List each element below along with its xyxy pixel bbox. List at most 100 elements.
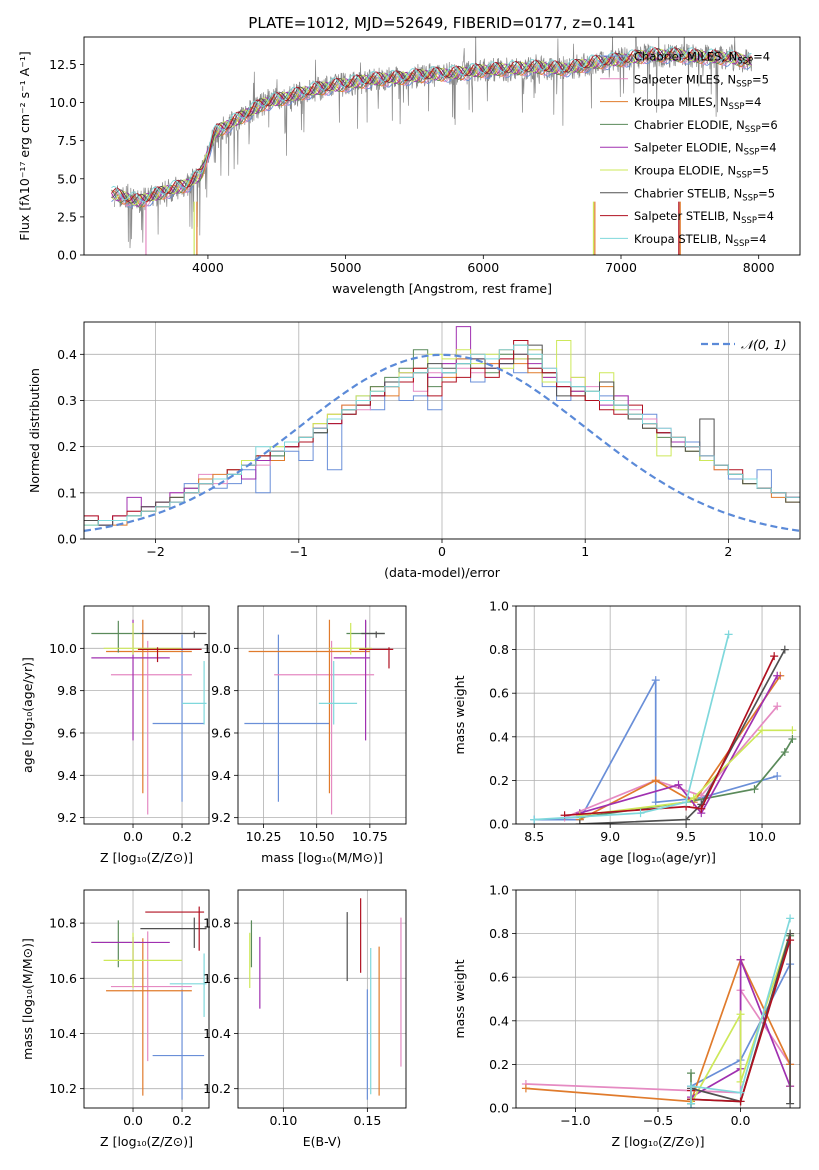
x-tick-label: 0.15: [353, 1113, 381, 1128]
errorbar-salpeter-elodie: [91, 619, 170, 741]
weight-marker: [773, 772, 782, 781]
model-spectrum-chabrier-stelib: [111, 48, 752, 204]
y-tick-label: 10.0: [203, 641, 231, 656]
errorbar-kroupa-stelib: [169, 953, 207, 1017]
x-tick-label: −1.0: [560, 1113, 590, 1128]
legend-entry-salpeter-stelib: Salpeter STELIB, NSSP=4: [634, 209, 774, 226]
legend-label: Salpeter MILES, N: [634, 72, 736, 86]
weight-marker: [736, 1097, 745, 1106]
mass_vs_z-axes-frame: [83, 889, 210, 1109]
errorbar-chabrier-miles: [244, 634, 330, 802]
weight-marker: [530, 815, 539, 824]
x-tick-label: 1: [581, 544, 589, 559]
x-tick-label: 0.2: [172, 829, 192, 844]
weight-line: [579, 649, 786, 824]
weight-marker: [773, 702, 782, 711]
legend-suffix: =4: [744, 95, 761, 109]
weight_vs_z-axes-frame: [515, 889, 801, 1109]
age_vs_mass-panel: 10.25 10.50 10.75 9.2 9.4 9.6 9.8 10.0 mass [log…: [203, 605, 407, 865]
y-tick-label: 9.6: [211, 725, 231, 740]
weight_vs_age-panel: 8.5 9.0 9.5 10.0 0.0 0.2 0.4 0.6 0.8 1.0 age [log₁…: [452, 599, 801, 865]
legend-suffix: =4: [753, 50, 770, 64]
legend-label: Chabrier STELIB, N: [634, 186, 742, 200]
x-tick-label: 0.0: [123, 1113, 143, 1128]
histogram-chabrier-miles: [84, 358, 800, 539]
x-axis-label: Z [log₁₀(Z/Z⊙)]: [100, 1134, 193, 1149]
legend-label: Kroupa ELODIE, N: [634, 164, 736, 178]
x-tick-label: 4000: [192, 260, 224, 275]
weight-marker: [687, 1099, 696, 1108]
weight-marker: [575, 820, 584, 824]
errorbar-salpeter-miles: [110, 931, 192, 1062]
histogram-chabrier-stelib: [84, 344, 800, 539]
x-axis-label: E(B-V): [303, 1134, 342, 1149]
x-tick-label: 7000: [605, 260, 637, 275]
spectrum-plot-area: [111, 37, 753, 255]
y-tick-label: 1.0: [489, 599, 509, 614]
x-tick-label: −1: [290, 544, 308, 559]
weight-marker: [736, 1010, 745, 1019]
x-axis-label: age [log₁₀(age/yr)]: [600, 850, 716, 865]
x-tick-label: 2: [724, 544, 732, 559]
errorbar-kroupa-elodie: [103, 622, 183, 655]
errorbar-kroupa-elodie: [103, 932, 183, 988]
y-tick-label: 9.2: [57, 810, 77, 825]
legend-entry-chabrier-stelib: Chabrier STELIB, NSSP=5: [634, 186, 775, 203]
legend-subscript: SSP: [742, 193, 758, 203]
errorbar-chabrier-miles: [152, 634, 205, 802]
x-tick-label: 8.5: [524, 829, 544, 844]
y-tick-label: 0.3: [57, 393, 77, 408]
legend-suffix: =4: [760, 141, 777, 155]
model-spectrum-salpeter-miles: [111, 51, 752, 207]
weight_vs_z-plot-area: [516, 890, 800, 1108]
errorbar-kroupa-miles: [248, 619, 370, 794]
weight-marker: [786, 914, 795, 923]
weight-marker: [682, 798, 691, 807]
normal-curve: [84, 353, 800, 532]
errorbar-salpeter-elodie: [333, 619, 370, 741]
weight_vs_z-panel: −1.0 −0.5 0.0 0.0 0.2 0.4 0.6 0.8 1.0 Z [log₁₀(Z/…: [452, 883, 801, 1149]
weight-marker: [770, 652, 779, 661]
legend-suffix: =5: [758, 186, 775, 200]
legend-suffix: =5: [752, 72, 769, 86]
mass_vs_z-panel: 0.0 0.2 10.2 10.4 10.6 10.8 Z [log₁₀(Z/Z⊙)] mas…: [20, 889, 210, 1149]
weight-series-kroupa-stelib: [687, 914, 795, 1108]
errorbar-salpeter-miles: [110, 640, 192, 815]
y-tick-label: 12.5: [49, 57, 77, 72]
errorbar-salpeter-stelib: [137, 647, 202, 663]
legend-subscript: SSP: [744, 148, 760, 158]
x-tick-label: 0.10: [269, 1113, 297, 1128]
x-tick-label: 5000: [330, 260, 362, 275]
y-tick-label: 10.6: [203, 971, 231, 986]
y-tick-label: 0.4: [489, 1013, 509, 1028]
legend-entry-chabrier-miles: Chabrier MILES, NSSP=4: [634, 50, 770, 67]
y-axis-label: mass [log₁₀(M/M⊙)]: [20, 938, 35, 1060]
legend-subscript: SSP: [737, 57, 753, 67]
y-tick-label: 0.6: [489, 686, 509, 701]
x-tick-label: −2: [146, 544, 164, 559]
legend-entry-kroupa-miles: Kroupa MILES, NSSP=4: [634, 95, 761, 112]
weight-marker: [724, 630, 733, 639]
histogram-kroupa-stelib: [84, 344, 800, 539]
mass_vs_ebv-panel: 0.10 0.15 10.2 10.4 10.6 10.8 E(B-V): [203, 889, 407, 1149]
y-tick-label: 10.2: [203, 1081, 231, 1096]
y-tick-label: 0.4: [489, 729, 509, 744]
legend-suffix: =4: [749, 232, 766, 246]
y-tick-label: 0.2: [57, 439, 77, 454]
weight-marker: [736, 955, 745, 964]
y-tick-label: 9.8: [211, 683, 231, 698]
y-tick-label: 10.0: [49, 95, 77, 110]
weight-marker: [780, 748, 789, 757]
legend-entry-kroupa-elodie: Kroupa ELODIE, NSSP=5: [634, 164, 769, 181]
mass_vs_ebv-plot-area: [238, 890, 406, 1108]
legend-subscript: SSP: [736, 79, 752, 89]
legend-label: Salpeter ELODIE, N: [634, 141, 744, 155]
errorbar-chabrier-elodie: [91, 620, 141, 653]
y-axis-label: age [log₁₀(age/yr)]: [20, 657, 35, 773]
x-tick-label: 0.2: [172, 1113, 192, 1128]
legend-subscript: SSP: [736, 171, 752, 181]
age_vs_z-axes-frame: [83, 605, 210, 825]
model-spectrum-kroupa-stelib: [111, 46, 752, 203]
errorbar-chabrier-miles: [152, 989, 205, 1100]
